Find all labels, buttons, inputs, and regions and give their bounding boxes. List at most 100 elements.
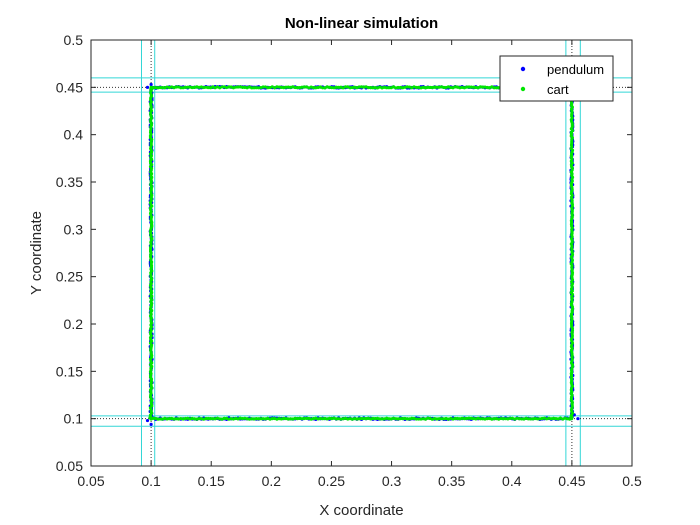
cart-point <box>167 417 172 421</box>
y-tick-label: 0.25 <box>56 269 83 285</box>
cart-point <box>401 417 405 421</box>
cart-point <box>323 86 327 90</box>
x-tick-label: 0.05 <box>77 473 104 489</box>
cart-point <box>337 85 341 90</box>
cart-point <box>277 85 281 89</box>
y-tick-label: 0.4 <box>64 127 84 143</box>
cart-point <box>183 416 188 421</box>
cart-point <box>364 85 368 89</box>
cart-point <box>236 85 240 89</box>
cart-point <box>503 417 508 421</box>
cart-point <box>373 86 377 90</box>
y-axis-label: Y coordinate <box>28 211 45 295</box>
cart-point <box>519 417 524 421</box>
cart-point <box>417 85 421 89</box>
x-tick-label: 0.2 <box>262 473 282 489</box>
cart-point <box>414 417 418 421</box>
cart-point <box>300 417 304 421</box>
cart-point <box>485 417 489 421</box>
cart-point <box>369 86 373 90</box>
cart-point <box>186 85 190 89</box>
cart-point <box>398 85 402 90</box>
cart-point <box>444 85 448 90</box>
cart-point <box>222 416 226 420</box>
x-tick-label: 0.35 <box>438 473 465 489</box>
cart-point <box>302 416 306 421</box>
y-tick-label: 0.5 <box>64 32 84 48</box>
cart-point <box>517 417 521 421</box>
cart-point <box>435 85 439 89</box>
cart-point <box>428 85 432 90</box>
cart-point <box>439 417 444 421</box>
cart-point <box>208 417 213 421</box>
cart-point <box>318 416 322 421</box>
cart-point <box>362 416 366 421</box>
cart-point <box>156 417 160 421</box>
cart-point <box>305 416 309 420</box>
cart-point <box>359 416 364 421</box>
cart-point <box>222 85 226 89</box>
y-tick-label: 0.35 <box>56 174 83 190</box>
cart-point <box>295 85 300 90</box>
cart-point <box>469 85 473 89</box>
cart-point <box>494 86 499 90</box>
cart-point <box>394 417 398 421</box>
cart-point <box>569 416 573 420</box>
cart-point <box>172 417 176 421</box>
cart-point <box>417 417 421 421</box>
y-tick-label: 0.05 <box>56 458 83 474</box>
cart-point <box>483 85 487 89</box>
cart-point <box>334 417 338 421</box>
cart-point <box>478 417 483 421</box>
x-tick-label: 0.1 <box>141 473 161 489</box>
legend-marker-pendulum <box>520 66 526 72</box>
y-axis-ticks: 0.05 0.1 0.15 0.2 0.25 0.3 0.35 0.4 0.45 0.5 <box>56 32 632 474</box>
cart-point <box>346 85 350 89</box>
cart-point <box>156 86 160 90</box>
cart-point <box>339 85 343 89</box>
legend-label-pendulum: pendulum <box>547 62 604 77</box>
cart-point <box>206 416 210 421</box>
cart-point <box>286 417 290 421</box>
x-axis-label: X coordinate <box>319 502 403 519</box>
cart-point <box>211 417 215 421</box>
x-tick-label: 0.3 <box>382 473 402 489</box>
cart-point <box>181 86 185 90</box>
cart-point <box>474 85 478 90</box>
cart-point <box>256 417 261 421</box>
series-layer <box>145 82 580 426</box>
cart-point <box>229 85 233 89</box>
cart-point <box>263 85 268 89</box>
x-tick-label: 0.15 <box>198 473 225 489</box>
cart-point <box>362 85 366 89</box>
cart-point <box>163 86 167 90</box>
x-tick-label: 0.25 <box>318 473 345 489</box>
cart-point <box>501 417 505 421</box>
cart-point <box>150 86 154 90</box>
cart-point <box>176 85 181 89</box>
cart-point <box>375 86 380 90</box>
cart-point <box>330 85 334 90</box>
legend-marker-cart <box>520 86 526 92</box>
pendulum-point <box>145 85 150 89</box>
cart-point <box>158 85 162 90</box>
cart-point <box>188 85 192 89</box>
cart-point <box>387 417 391 421</box>
cart-point <box>204 416 208 421</box>
cart-point <box>410 416 414 420</box>
cart-point <box>471 85 476 89</box>
cart-point <box>378 417 382 421</box>
cart-point <box>252 86 256 90</box>
y-tick-label: 0.45 <box>56 79 83 95</box>
cart-point <box>453 416 457 421</box>
cart-point <box>529 417 533 421</box>
pendulum-point <box>576 417 580 421</box>
cart-point <box>398 417 402 421</box>
cart-point <box>526 417 531 421</box>
cart-point <box>254 86 258 90</box>
plot-area <box>91 40 632 466</box>
x-axis-ticks: 0.05 0.1 0.15 0.2 0.25 0.3 0.35 0.4 0.45 0.5 <box>77 40 642 489</box>
cart-point <box>160 85 165 90</box>
x-tick-label: 0.5 <box>622 473 642 489</box>
